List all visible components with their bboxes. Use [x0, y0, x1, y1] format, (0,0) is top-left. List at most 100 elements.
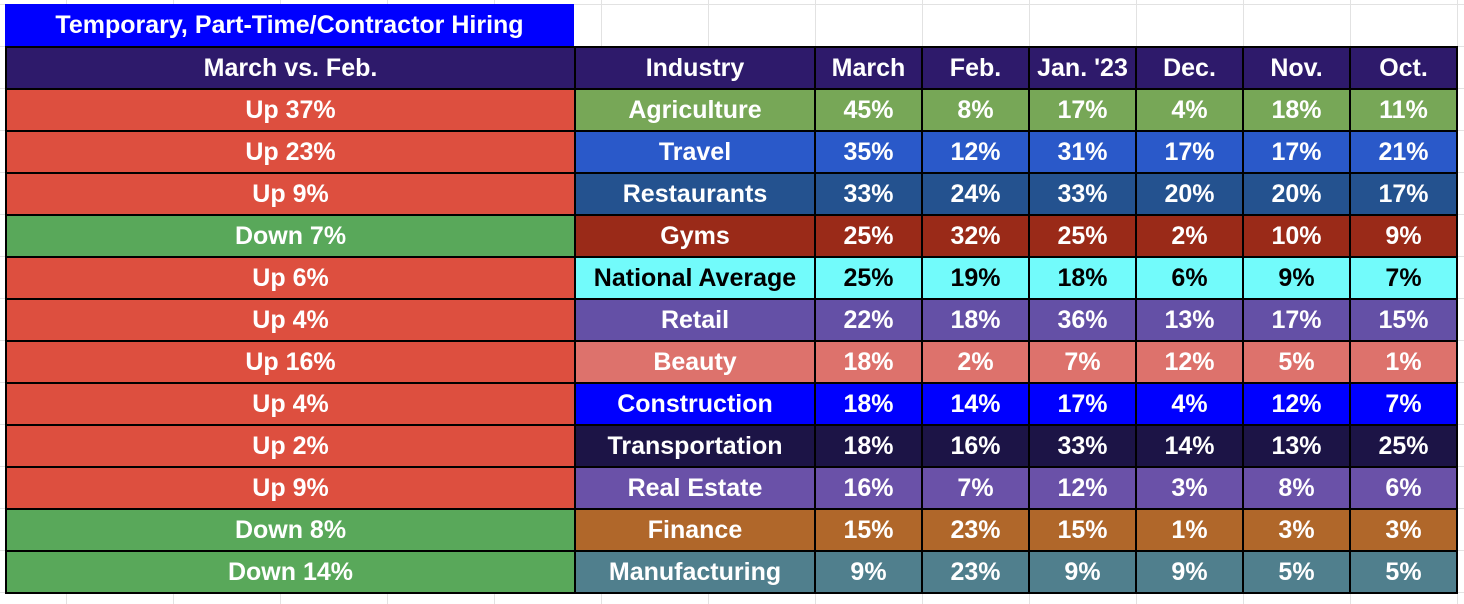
value-cell[interactable]: 18% [1242, 88, 1351, 132]
change-cell[interactable]: Up 4% [5, 298, 576, 342]
value-cell[interactable]: 1% [1349, 340, 1458, 384]
header-industry[interactable]: Industry [574, 46, 816, 90]
value-cell[interactable]: 20% [1242, 172, 1351, 216]
header-month[interactable]: Jan. '23 [1028, 46, 1137, 90]
value-cell[interactable]: 18% [1028, 256, 1137, 300]
value-cell[interactable]: 9% [1349, 214, 1458, 258]
value-cell[interactable]: 22% [814, 298, 923, 342]
industry-cell[interactable]: Finance [574, 508, 816, 552]
value-cell[interactable]: 17% [1135, 130, 1244, 174]
header-month[interactable]: Nov. [1242, 46, 1351, 90]
value-cell[interactable]: 17% [1242, 130, 1351, 174]
value-cell[interactable]: 21% [1349, 130, 1458, 174]
value-cell[interactable]: 33% [814, 172, 923, 216]
value-cell[interactable]: 10% [1242, 214, 1351, 258]
change-cell[interactable]: Up 4% [5, 382, 576, 426]
header-month[interactable]: Oct. [1349, 46, 1458, 90]
change-cell[interactable]: Up 23% [5, 130, 576, 174]
value-cell[interactable]: 7% [1349, 256, 1458, 300]
value-cell[interactable]: 8% [921, 88, 1030, 132]
value-cell[interactable]: 36% [1028, 298, 1137, 342]
change-cell[interactable]: Up 9% [5, 172, 576, 216]
value-cell[interactable]: 25% [814, 256, 923, 300]
value-cell[interactable]: 18% [921, 298, 1030, 342]
value-cell[interactable]: 16% [814, 466, 923, 510]
value-cell[interactable]: 13% [1242, 424, 1351, 468]
value-cell[interactable]: 13% [1135, 298, 1244, 342]
value-cell[interactable]: 4% [1135, 88, 1244, 132]
value-cell[interactable]: 33% [1028, 172, 1137, 216]
value-cell[interactable]: 9% [1135, 550, 1244, 594]
value-cell[interactable]: 18% [814, 424, 923, 468]
industry-cell[interactable]: Manufacturing [574, 550, 816, 594]
value-cell[interactable]: 5% [1349, 550, 1458, 594]
value-cell[interactable]: 3% [1242, 508, 1351, 552]
change-cell[interactable]: Down 8% [5, 508, 576, 552]
value-cell[interactable]: 23% [921, 550, 1030, 594]
value-cell[interactable]: 7% [921, 466, 1030, 510]
value-cell[interactable]: 9% [1242, 256, 1351, 300]
header-change[interactable]: March vs. Feb. [5, 46, 576, 90]
sheet-title[interactable]: Temporary, Part-Time/Contractor Hiring [5, 4, 574, 46]
header-month[interactable]: Feb. [921, 46, 1030, 90]
value-cell[interactable]: 12% [1135, 340, 1244, 384]
industry-cell[interactable]: Retail [574, 298, 816, 342]
value-cell[interactable]: 23% [921, 508, 1030, 552]
value-cell[interactable]: 14% [1135, 424, 1244, 468]
change-cell[interactable]: Up 2% [5, 424, 576, 468]
change-cell[interactable]: Up 37% [5, 88, 576, 132]
value-cell[interactable]: 12% [1028, 466, 1137, 510]
value-cell[interactable]: 15% [1028, 508, 1137, 552]
value-cell[interactable]: 6% [1135, 256, 1244, 300]
value-cell[interactable]: 35% [814, 130, 923, 174]
change-cell[interactable]: Up 6% [5, 256, 576, 300]
value-cell[interactable]: 12% [921, 130, 1030, 174]
industry-cell[interactable]: Gyms [574, 214, 816, 258]
value-cell[interactable]: 33% [1028, 424, 1137, 468]
industry-cell[interactable]: National Average [574, 256, 816, 300]
value-cell[interactable]: 4% [1135, 382, 1244, 426]
value-cell[interactable]: 17% [1028, 382, 1137, 426]
value-cell[interactable]: 12% [1242, 382, 1351, 426]
industry-cell[interactable]: Agriculture [574, 88, 816, 132]
value-cell[interactable]: 18% [814, 340, 923, 384]
value-cell[interactable]: 17% [1028, 88, 1137, 132]
industry-cell[interactable]: Restaurants [574, 172, 816, 216]
value-cell[interactable]: 2% [1135, 214, 1244, 258]
value-cell[interactable]: 2% [921, 340, 1030, 384]
value-cell[interactable]: 1% [1135, 508, 1244, 552]
value-cell[interactable]: 17% [1242, 298, 1351, 342]
value-cell[interactable]: 17% [1349, 172, 1458, 216]
value-cell[interactable]: 18% [814, 382, 923, 426]
value-cell[interactable]: 19% [921, 256, 1030, 300]
header-month[interactable]: March [814, 46, 923, 90]
change-cell[interactable]: Up 16% [5, 340, 576, 384]
change-cell[interactable]: Down 14% [5, 550, 576, 594]
value-cell[interactable]: 3% [1349, 508, 1458, 552]
value-cell[interactable]: 6% [1349, 466, 1458, 510]
value-cell[interactable]: 7% [1349, 382, 1458, 426]
value-cell[interactable]: 14% [921, 382, 1030, 426]
value-cell[interactable]: 9% [1028, 550, 1137, 594]
header-month[interactable]: Dec. [1135, 46, 1244, 90]
value-cell[interactable]: 24% [921, 172, 1030, 216]
value-cell[interactable]: 11% [1349, 88, 1458, 132]
value-cell[interactable]: 15% [1349, 298, 1458, 342]
value-cell[interactable]: 3% [1135, 466, 1244, 510]
value-cell[interactable]: 45% [814, 88, 923, 132]
value-cell[interactable]: 5% [1242, 550, 1351, 594]
value-cell[interactable]: 9% [814, 550, 923, 594]
change-cell[interactable]: Up 9% [5, 466, 576, 510]
value-cell[interactable]: 25% [814, 214, 923, 258]
value-cell[interactable]: 31% [1028, 130, 1137, 174]
industry-cell[interactable]: Beauty [574, 340, 816, 384]
value-cell[interactable]: 32% [921, 214, 1030, 258]
change-cell[interactable]: Down 7% [5, 214, 576, 258]
industry-cell[interactable]: Construction [574, 382, 816, 426]
industry-cell[interactable]: Travel [574, 130, 816, 174]
value-cell[interactable]: 25% [1028, 214, 1137, 258]
value-cell[interactable]: 7% [1028, 340, 1137, 384]
industry-cell[interactable]: Real Estate [574, 466, 816, 510]
industry-cell[interactable]: Transportation [574, 424, 816, 468]
value-cell[interactable]: 8% [1242, 466, 1351, 510]
